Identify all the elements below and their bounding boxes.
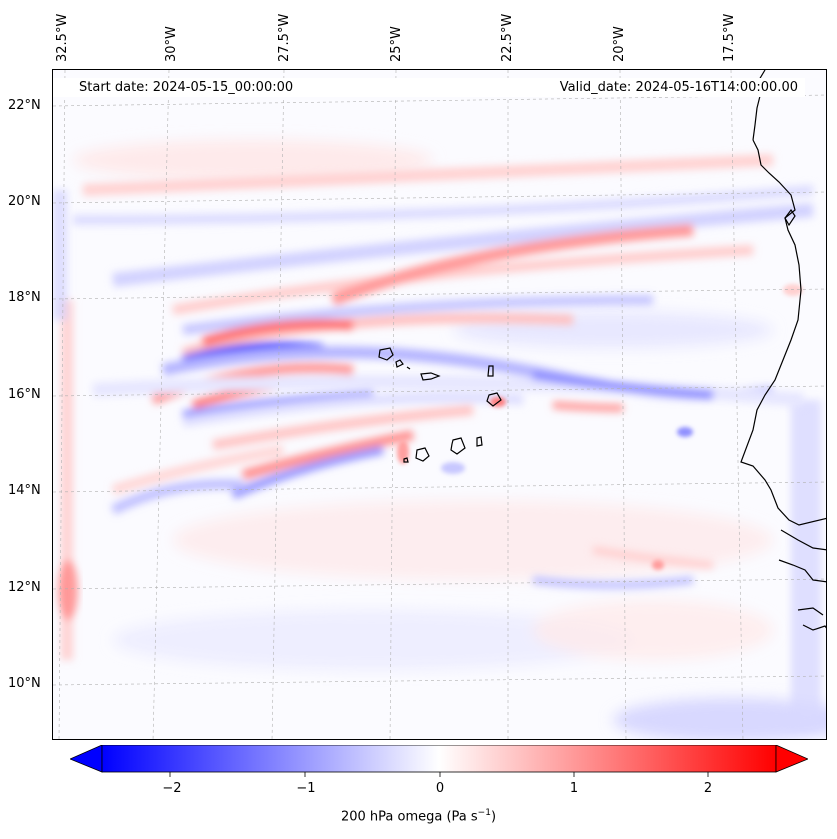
latitude-label-22n: 22°N	[8, 98, 41, 113]
latitude-label-16n: 16°N	[8, 387, 41, 402]
omega-map[interactable]: Start date: 2024-05-15_00:00:00 Valid_da…	[52, 69, 827, 740]
background-tints	[73, 140, 826, 739]
colorbar-title-close: )	[490, 809, 497, 825]
colorbar-ticks	[169, 772, 709, 777]
colorbar-title-text: 200 hPa omega (Pa s	[340, 809, 478, 825]
valid-date-label: Valid_date: 2024-05-16T14:00:00.00	[559, 80, 798, 95]
colorbar-gradient	[101, 745, 777, 773]
colorbar-min-arrow	[70, 745, 103, 773]
longitude-label-27-5w: 27.5°W	[277, 13, 292, 62]
omega-field	[53, 70, 826, 739]
start-date-label: Start date: 2024-05-15_00:00:00	[79, 80, 294, 95]
colorbar-max-arrow	[775, 745, 808, 773]
longitude-label-32-5w: 32.5°W	[55, 13, 70, 62]
omega-blobs	[397, 284, 803, 570]
longitude-label-25w: 25°W	[389, 26, 404, 62]
graticule	[53, 70, 826, 739]
info-bar	[53, 78, 805, 97]
latitude-label-12n: 12°N	[8, 580, 41, 595]
latitude-label-14n: 14°N	[8, 483, 41, 498]
longitude-label-30w: 30°W	[164, 26, 179, 62]
colorbar-tick-neg2: −2	[162, 781, 182, 796]
latitude-label-18n: 18°N	[8, 290, 41, 305]
longitude-label-22-5w: 22.5°W	[500, 13, 515, 62]
colorbar-tick-1: 1	[569, 781, 579, 796]
colorbar-tick-neg1: −1	[296, 781, 316, 796]
colorbar-title-exponent: −1	[477, 808, 491, 818]
latitude-label-10n: 10°N	[8, 676, 41, 691]
colorbar-tick-0: 0	[435, 781, 445, 796]
colorbar-title: 200 hPa omega (Pa s−1)	[0, 808, 837, 824]
colorbar-tick-2: 2	[703, 781, 713, 796]
latitude-label-20n: 20°N	[8, 194, 41, 209]
omega-streaks	[72, 154, 814, 589]
colorbar	[70, 745, 808, 777]
longitude-label-20w: 20°W	[612, 26, 627, 62]
longitude-label-17-5w: 17.5°W	[722, 13, 737, 62]
left-edge-bands	[53, 190, 78, 660]
right-edge-band	[791, 400, 821, 730]
cape-verde-islands	[378, 347, 502, 463]
